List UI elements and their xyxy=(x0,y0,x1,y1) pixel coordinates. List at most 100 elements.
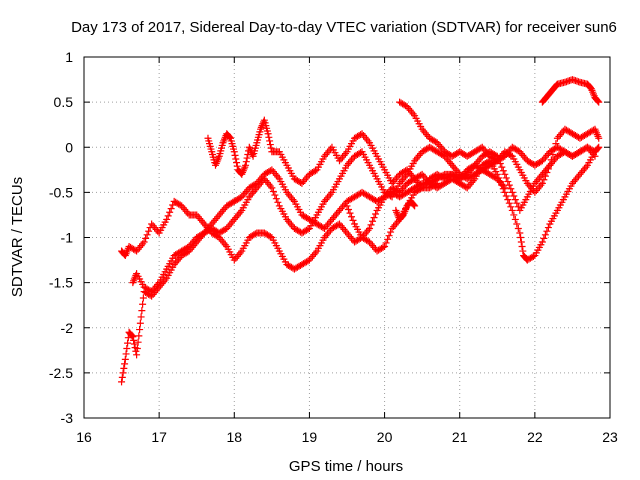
series-track-3 xyxy=(129,125,603,296)
data-point xyxy=(142,234,150,242)
data-point xyxy=(595,134,603,142)
data-point xyxy=(385,232,393,240)
data-point xyxy=(384,235,392,243)
data-point xyxy=(501,170,509,178)
data-point xyxy=(517,238,525,246)
data-point xyxy=(130,340,138,348)
data-point xyxy=(544,165,552,173)
data-point xyxy=(343,202,351,210)
data-point xyxy=(505,181,513,189)
x-tick-label: 22 xyxy=(527,429,543,445)
data-point xyxy=(504,196,512,204)
data-point xyxy=(595,98,603,106)
data-point xyxy=(349,216,357,224)
data-point xyxy=(499,167,507,175)
data-point xyxy=(138,307,146,315)
data-point xyxy=(517,234,525,241)
data-point xyxy=(274,198,282,206)
data-point xyxy=(514,203,522,211)
data-point xyxy=(432,180,440,188)
data-point xyxy=(163,215,171,223)
data-point xyxy=(541,172,549,180)
data-point xyxy=(357,131,365,139)
data-point xyxy=(123,345,131,353)
data-point xyxy=(266,137,274,145)
data-point xyxy=(529,252,537,260)
data-point xyxy=(146,287,154,295)
data-point xyxy=(121,360,129,368)
data-point xyxy=(133,351,141,359)
data-point xyxy=(508,206,516,214)
data-point xyxy=(118,378,126,386)
data-marks xyxy=(118,76,603,386)
data-point xyxy=(267,144,275,152)
data-point xyxy=(164,212,172,220)
data-point xyxy=(367,221,375,229)
data-point xyxy=(128,332,136,340)
data-point xyxy=(519,247,527,255)
data-point xyxy=(233,162,241,170)
data-point xyxy=(518,243,526,251)
data-point xyxy=(507,185,515,193)
data-point xyxy=(508,188,516,196)
data-point xyxy=(145,227,153,235)
data-point xyxy=(594,97,602,105)
x-tick-label: 17 xyxy=(151,429,167,445)
data-point xyxy=(366,224,374,232)
data-point xyxy=(129,333,137,341)
data-point xyxy=(514,224,522,232)
data-point xyxy=(296,178,304,186)
data-point xyxy=(121,355,129,363)
data-point xyxy=(266,233,274,241)
data-point xyxy=(139,294,147,302)
series-track-5 xyxy=(396,98,599,169)
y-tick-label: -0.5 xyxy=(49,184,73,200)
y-tick-label: -1.5 xyxy=(49,275,73,291)
data-point xyxy=(379,243,387,251)
data-point xyxy=(507,203,515,211)
x-axis-label: GPS time / hours xyxy=(289,458,403,475)
data-point xyxy=(381,243,389,251)
plot-frame xyxy=(83,56,611,419)
data-point xyxy=(135,332,143,340)
data-point xyxy=(137,313,145,321)
data-point xyxy=(505,199,513,207)
data-point xyxy=(119,369,127,377)
series-track-7 xyxy=(392,197,419,223)
chart-title: Day 173 of 2017, Sidereal Day-to-day VTE… xyxy=(71,19,617,36)
data-point xyxy=(504,178,512,186)
data-point xyxy=(510,192,518,200)
data-point xyxy=(544,224,552,232)
x-tick-label: 18 xyxy=(226,429,242,445)
data-point xyxy=(513,199,521,207)
data-point xyxy=(540,234,548,242)
data-point xyxy=(502,192,510,200)
data-point xyxy=(232,155,240,163)
data-point xyxy=(547,156,555,164)
data-point xyxy=(271,191,279,199)
series-track-4 xyxy=(204,116,441,192)
data-point xyxy=(433,179,441,187)
data-point xyxy=(410,201,418,209)
data-point xyxy=(122,350,130,358)
data-point xyxy=(231,151,239,159)
grid xyxy=(84,57,610,418)
data-point xyxy=(594,144,602,152)
data-point xyxy=(166,208,174,216)
data-point xyxy=(411,202,419,210)
data-point xyxy=(143,231,151,239)
data-point xyxy=(167,205,175,213)
data-point xyxy=(382,239,390,247)
data-point xyxy=(372,210,380,218)
y-tick-label: 1 xyxy=(65,49,73,65)
data-point xyxy=(538,238,546,246)
data-point xyxy=(233,159,241,167)
data-point xyxy=(268,184,276,192)
data-point xyxy=(133,345,141,353)
data-point xyxy=(118,373,126,381)
data-point xyxy=(538,179,546,187)
x-tick-label: 16 xyxy=(76,429,92,445)
y-tick-label: 0 xyxy=(65,139,73,155)
data-point xyxy=(402,167,410,175)
